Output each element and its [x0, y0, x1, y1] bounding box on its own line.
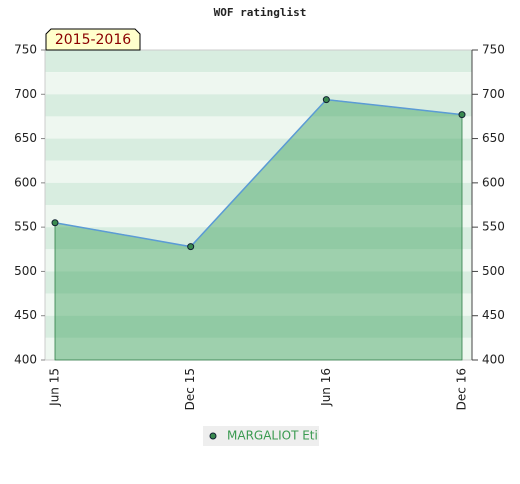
band: [45, 94, 472, 117]
point: [51, 219, 59, 227]
annotation-box: [45, 28, 141, 51]
chart-title: WOF ratinglist: [214, 6, 307, 19]
y-tick-label: 400: [14, 353, 37, 367]
band: [45, 249, 472, 272]
band: [45, 337, 472, 360]
y-tick-label: 750: [14, 43, 37, 57]
y-tick-label: 500: [14, 264, 37, 278]
line: [54, 98, 463, 248]
y-tick-label: 450: [14, 308, 37, 322]
legend-box: [203, 426, 319, 446]
band: [45, 138, 472, 161]
y2-tick-label: 550: [482, 220, 505, 234]
point: [322, 96, 330, 104]
band: [45, 271, 472, 294]
band: [45, 227, 472, 250]
y-tick-label: 600: [14, 175, 37, 189]
x-tick-label: Dec 15: [183, 368, 197, 410]
band: [45, 160, 472, 183]
x-tick-label: Dec 16: [455, 368, 469, 410]
legend-marker: [209, 432, 217, 440]
band: [45, 116, 472, 139]
x-tick-label: Jun 16: [319, 368, 333, 407]
y2-tick-label: 600: [482, 175, 505, 189]
band: [45, 72, 472, 95]
annotation-text: 2015-2016: [55, 32, 131, 48]
y-tick-label: 700: [14, 87, 37, 101]
point: [458, 111, 466, 119]
band: [45, 50, 472, 73]
y2-tick-label: 700: [482, 87, 505, 101]
band: [45, 315, 472, 338]
y2-tick-label: 750: [482, 43, 505, 57]
annotation: 2015-2016: [45, 28, 141, 51]
y2-tick-label: 450: [482, 308, 505, 322]
y2-tick-label: 400: [482, 353, 505, 367]
legend-label: MARGALIOT Eti: [227, 429, 318, 443]
x-tick-label: Jun 15: [48, 368, 62, 407]
y2-tick-label: 650: [482, 131, 505, 145]
band: [45, 293, 472, 316]
y2-tick-label: 500: [482, 264, 505, 278]
y-tick-label: 550: [14, 220, 37, 234]
band: [45, 182, 472, 205]
band: [45, 205, 472, 228]
point: [187, 243, 195, 251]
y-tick-label: 650: [14, 131, 37, 145]
